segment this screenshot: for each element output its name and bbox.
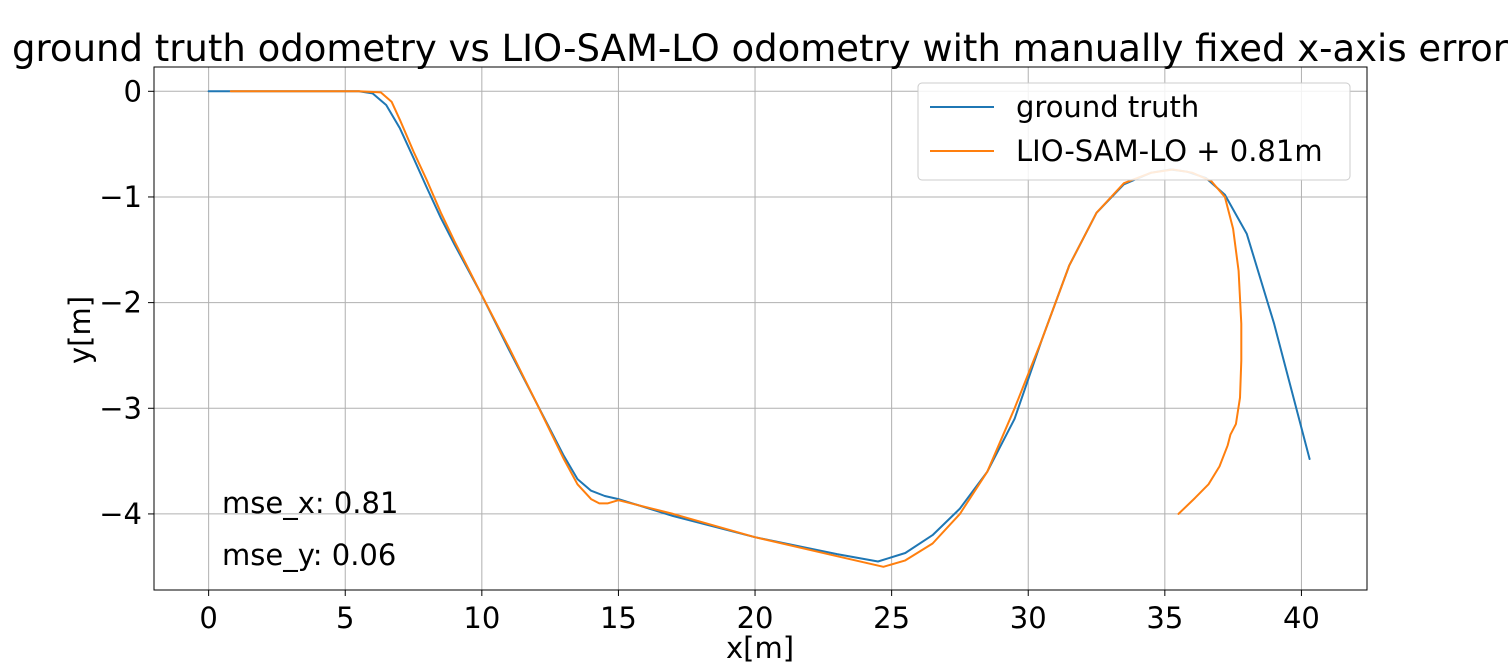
x-tick-label: 10: [463, 601, 500, 635]
x-axis-label: x[m]: [726, 631, 794, 665]
legend-label-lio-sam-lo: LIO-SAM-LO + 0.81m: [1016, 134, 1323, 168]
y-tick-label: −2: [99, 286, 142, 320]
y-axis-label: y[m]: [63, 296, 97, 364]
series-line-lio-sam-lo-0-81m: [229, 90, 1243, 568]
x-tick-label: 40: [1283, 601, 1320, 635]
x-tick-label: 0: [199, 601, 217, 635]
y-tick-label: 0: [124, 74, 142, 108]
annotation-mse-x: mse_x: 0.81: [222, 486, 398, 520]
y-tick-label: −1: [99, 180, 142, 214]
legend-label-ground-truth: ground truth: [1016, 90, 1199, 124]
x-tick-label: 5: [336, 601, 354, 635]
ticks: 0 5 10 15 20 25 30 35 40 0 −1 −2 −3 −4: [99, 74, 1320, 635]
annotation-mse-y: mse_y: 0.06: [222, 538, 396, 572]
x-tick-label: 35: [1146, 601, 1183, 635]
x-tick-label: 15: [600, 601, 637, 635]
y-tick-label: −3: [99, 391, 142, 425]
x-tick-label: 20: [737, 601, 774, 635]
plot-frame: [153, 66, 1368, 591]
x-tick-label: 30: [1010, 601, 1047, 635]
x-tick-label: 25: [873, 601, 910, 635]
chart-title: ground truth odometry vs LIO-SAM-LO odom…: [12, 27, 1509, 70]
y-tick-label: −4: [99, 497, 142, 531]
legend-box: [917, 82, 1351, 181]
legend: ground truth LIO-SAM-LO + 0.81m: [917, 82, 1351, 181]
